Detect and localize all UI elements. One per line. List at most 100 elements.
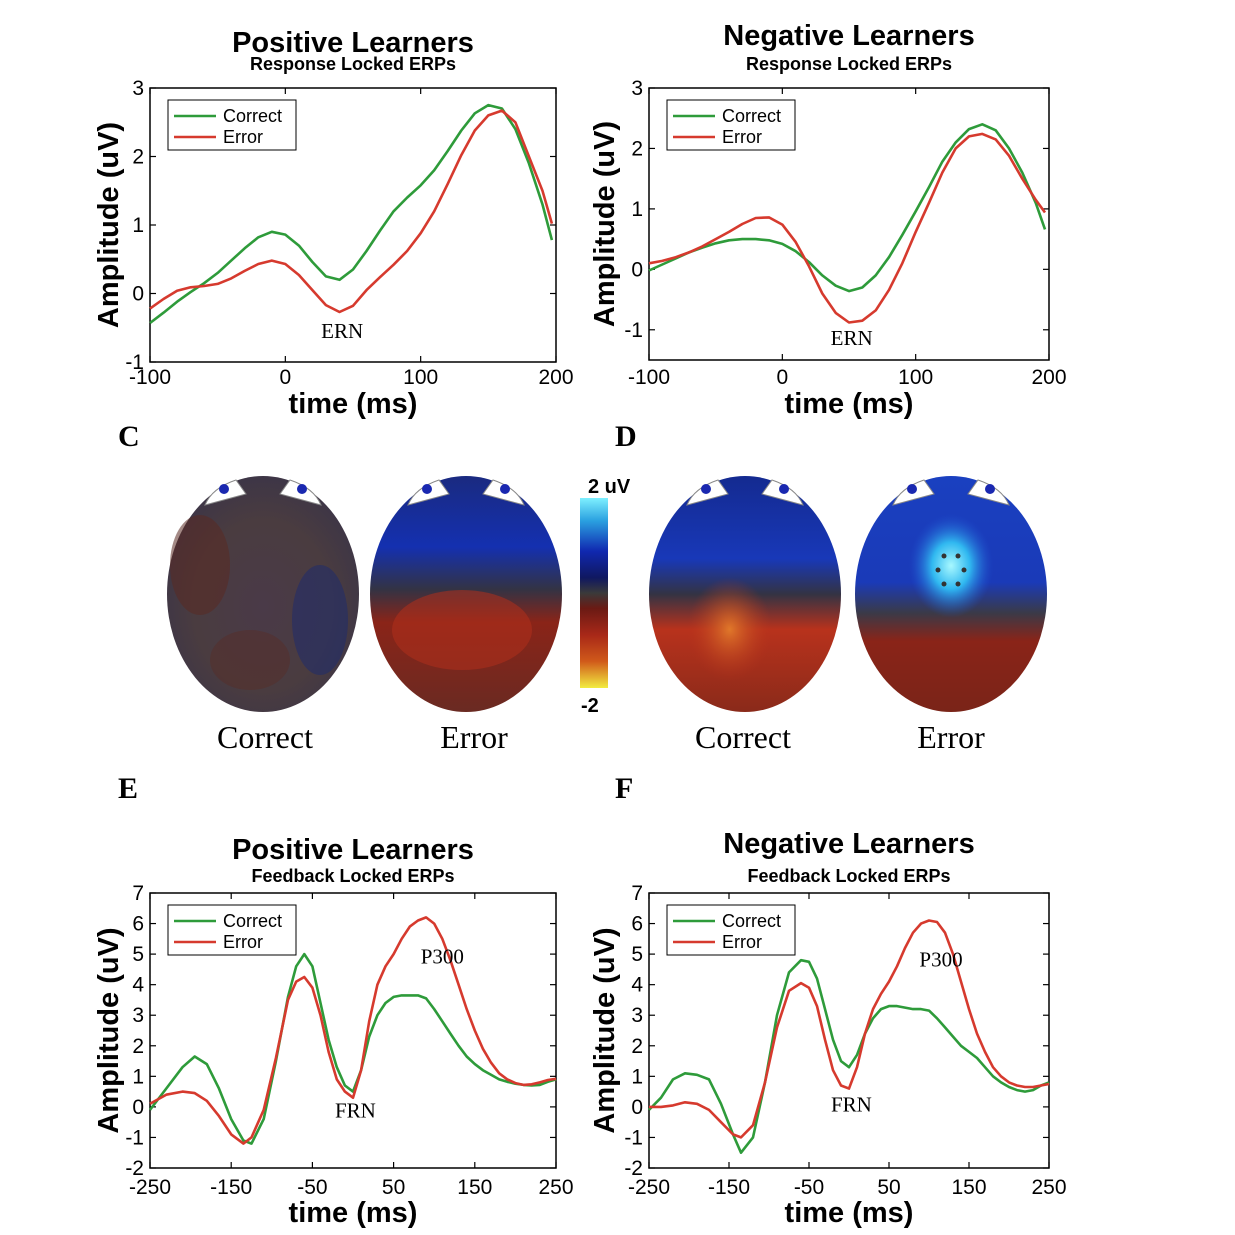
y-tick-label: -2 xyxy=(624,1157,643,1180)
x-tick-label: -250 xyxy=(628,1176,670,1199)
x-tick-label: 250 xyxy=(538,1176,573,1199)
scalp-label-d-error: Error xyxy=(917,719,985,755)
annotation-frn: FRN xyxy=(831,1092,872,1116)
y-tick-label: 1 xyxy=(132,214,144,237)
panel-letter-e: E xyxy=(118,772,138,805)
x-tick-label: -150 xyxy=(210,1176,252,1199)
scalp-label-d-correct: Correct xyxy=(695,719,791,755)
series-line-error xyxy=(649,919,1050,1139)
x-tick-label: -100 xyxy=(129,366,171,389)
y-tick-label: 2 xyxy=(631,137,643,160)
y-tick-label: 4 xyxy=(132,974,144,997)
chart-subtitle: Response Locked ERPs xyxy=(746,54,952,74)
x-tick-label: 250 xyxy=(1031,1176,1066,1199)
scalp-map-d-correct xyxy=(649,476,841,712)
legend-label-error: Error xyxy=(722,127,762,147)
x-axis-label: time (ms) xyxy=(289,1197,418,1229)
series-line-correct xyxy=(648,958,1050,1154)
chart-subtitle: Feedback Locked ERPs xyxy=(747,866,950,886)
x-tick-label: 150 xyxy=(951,1176,986,1199)
y-tick-label: -1 xyxy=(624,319,643,342)
series-line-error xyxy=(648,132,1047,324)
y-tick-label: 2 xyxy=(631,1035,643,1058)
legend-label-error: Error xyxy=(223,932,263,952)
y-tick-label: 0 xyxy=(132,283,144,306)
y-axis-label: Amplitude (uV) xyxy=(589,927,621,1133)
y-axis-label: Amplitude (uV) xyxy=(93,122,125,328)
y-tick-label: 1 xyxy=(631,1065,643,1088)
x-tick-label: 50 xyxy=(382,1176,405,1199)
plot-frame xyxy=(648,892,1050,1169)
plot-frame xyxy=(149,892,557,1169)
y-axis-label: Amplitude (uV) xyxy=(93,927,125,1133)
annotation-ern: ERN xyxy=(831,326,873,350)
x-tick-label: 100 xyxy=(403,366,438,389)
series-line-error xyxy=(149,109,554,314)
x-tick-label: 0 xyxy=(279,366,291,389)
y-tick-label: 3 xyxy=(132,77,144,100)
legend-label-correct: Correct xyxy=(722,106,781,126)
y-tick-label: -2 xyxy=(125,1157,144,1180)
x-tick-label: -100 xyxy=(628,366,670,389)
plot-frame xyxy=(648,87,1050,361)
legend-label-correct: Correct xyxy=(722,911,781,931)
chart-title: Negative Learners xyxy=(723,828,974,860)
legend-box xyxy=(167,904,297,956)
y-tick-label: 5 xyxy=(132,943,144,966)
annotation-frn: FRN xyxy=(335,1099,376,1123)
legend-box xyxy=(666,904,796,956)
y-tick-label: 7 xyxy=(631,882,643,905)
chart-subtitle: Response Locked ERPs xyxy=(250,54,456,74)
series-line-correct xyxy=(648,123,1047,293)
y-tick-label: 3 xyxy=(132,1004,144,1027)
x-tick-label: -50 xyxy=(794,1176,824,1199)
panel-letter-f: F xyxy=(615,772,633,805)
scalp-label-c-error: Error xyxy=(440,719,508,755)
y-axis-label: Amplitude (uV) xyxy=(589,121,621,327)
legend-box xyxy=(666,99,796,151)
scalp-map-d-error xyxy=(855,476,1047,712)
scalp-label-c-correct: Correct xyxy=(217,719,313,755)
y-tick-label: 6 xyxy=(631,913,643,936)
colorbar: 2 uV -2 xyxy=(580,476,631,717)
scalp-map-c-error xyxy=(370,476,562,712)
y-tick-label: 0 xyxy=(631,258,643,281)
chart-title: Negative Learners xyxy=(723,20,974,52)
y-tick-label: 7 xyxy=(132,882,144,905)
x-tick-label: 200 xyxy=(538,366,573,389)
chart-title: Positive Learners xyxy=(232,834,474,866)
legend-label-error: Error xyxy=(223,127,263,147)
y-tick-label: -1 xyxy=(624,1126,643,1149)
colorbar-min-label: -2 xyxy=(581,695,599,717)
x-tick-label: 0 xyxy=(776,366,788,389)
x-tick-label: 150 xyxy=(457,1176,492,1199)
y-tick-label: 3 xyxy=(631,77,643,100)
legend-label-correct: Correct xyxy=(223,911,282,931)
panel-letter-d: D xyxy=(615,420,637,453)
y-tick-label: 5 xyxy=(631,943,643,966)
x-axis-label: time (ms) xyxy=(289,388,418,420)
y-tick-label: 1 xyxy=(631,198,643,221)
chart-title: Positive Learners xyxy=(232,27,474,59)
series-line-error xyxy=(149,916,557,1145)
x-tick-label: 200 xyxy=(1031,366,1066,389)
series-line-correct xyxy=(149,103,554,325)
y-tick-label: 1 xyxy=(132,1065,144,1088)
scalp-map-c-correct xyxy=(167,476,359,712)
y-tick-label: 3 xyxy=(631,1004,643,1027)
x-axis-label: time (ms) xyxy=(785,1197,914,1229)
legend-label-error: Error xyxy=(722,932,762,952)
x-tick-label: -150 xyxy=(708,1176,750,1199)
annotation-p300: P300 xyxy=(919,947,962,971)
y-tick-label: -1 xyxy=(125,351,144,374)
y-tick-label: -1 xyxy=(125,1126,144,1149)
legend-label-correct: Correct xyxy=(223,106,282,126)
y-tick-label: 0 xyxy=(631,1096,643,1119)
legend-box xyxy=(167,99,297,151)
x-tick-label: 50 xyxy=(877,1176,900,1199)
y-tick-label: 2 xyxy=(132,146,144,169)
